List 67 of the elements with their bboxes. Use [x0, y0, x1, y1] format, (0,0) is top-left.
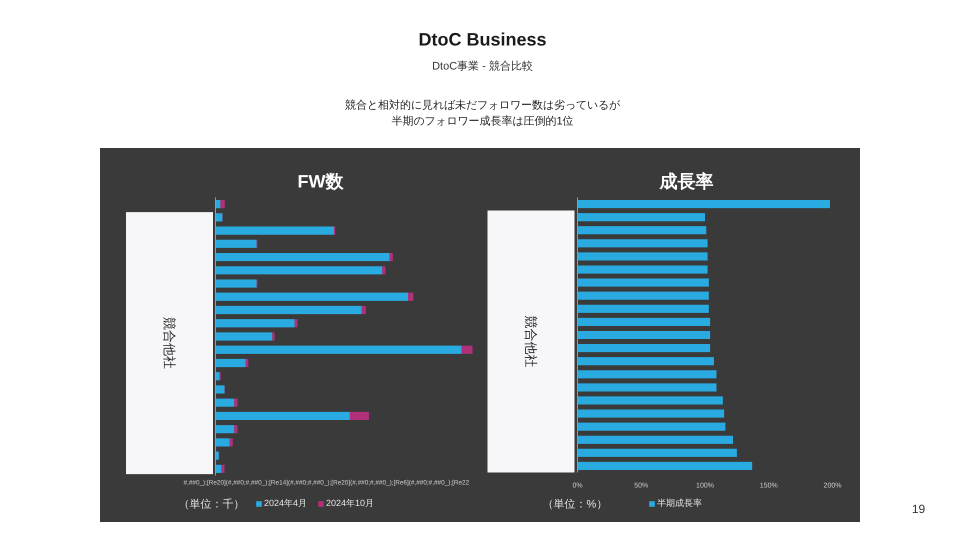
bar [216, 292, 408, 301]
bar [578, 396, 723, 405]
legend-label: 2024年4月 [264, 497, 308, 510]
bar [578, 213, 705, 222]
bar [216, 266, 382, 274]
bar [216, 438, 230, 447]
bar [578, 462, 752, 470]
bar [578, 278, 709, 287]
bar [246, 358, 248, 368]
bar [578, 330, 710, 340]
text: （単位：千） [178, 498, 244, 510]
bar [362, 306, 366, 314]
bar [216, 425, 234, 434]
bar [578, 252, 708, 260]
legend-label: 2024年10月 [326, 497, 374, 510]
text: DtoC Business [418, 30, 547, 50]
bar [216, 226, 334, 235]
text: 19 [912, 502, 926, 516]
bar [216, 346, 462, 354]
text: 半期のフォロワー成長率は圧倒的1位 [391, 114, 574, 128]
text: 競合と相対的に見れば未だフォロワー数は劣っているが [345, 98, 621, 112]
text: 競合他社 [162, 317, 177, 370]
bar [382, 266, 386, 274]
text: （単位：%） [542, 498, 608, 510]
bar [216, 252, 390, 262]
bar [578, 200, 830, 208]
bar [216, 213, 222, 222]
bar [578, 304, 709, 313]
bar [216, 240, 257, 248]
bar [578, 344, 710, 352]
bar [230, 438, 233, 447]
bar [578, 436, 734, 444]
bar [408, 292, 414, 301]
chart-title: 成長率 [658, 172, 714, 192]
bar [216, 412, 350, 420]
bar [578, 410, 724, 418]
bar [216, 398, 234, 407]
bar [578, 318, 710, 326]
bar [216, 385, 224, 394]
bar [389, 252, 393, 262]
bar [578, 226, 706, 234]
text: 競合他社 [524, 316, 538, 368]
bar [216, 200, 220, 208]
bar [578, 239, 708, 248]
bar [234, 425, 238, 434]
bar [216, 319, 295, 328]
bar [578, 448, 737, 457]
bar [350, 412, 369, 420]
bar [216, 464, 222, 473]
bar [578, 370, 716, 378]
chart-title: FW数 [298, 172, 344, 192]
bar [221, 464, 224, 473]
bar [294, 319, 298, 328]
bar [578, 357, 714, 366]
bar [578, 383, 716, 392]
bar [578, 422, 726, 431]
bar [216, 332, 272, 341]
bar [578, 292, 709, 300]
bar [216, 279, 257, 288]
bar [216, 358, 246, 368]
legend-label: 半期成長率 [657, 497, 702, 510]
bar [578, 265, 708, 274]
bar [234, 398, 238, 407]
bar [220, 200, 225, 208]
bar [216, 306, 362, 314]
text: DtoC事業 - 競合比較 [432, 60, 533, 72]
bar [462, 346, 472, 354]
